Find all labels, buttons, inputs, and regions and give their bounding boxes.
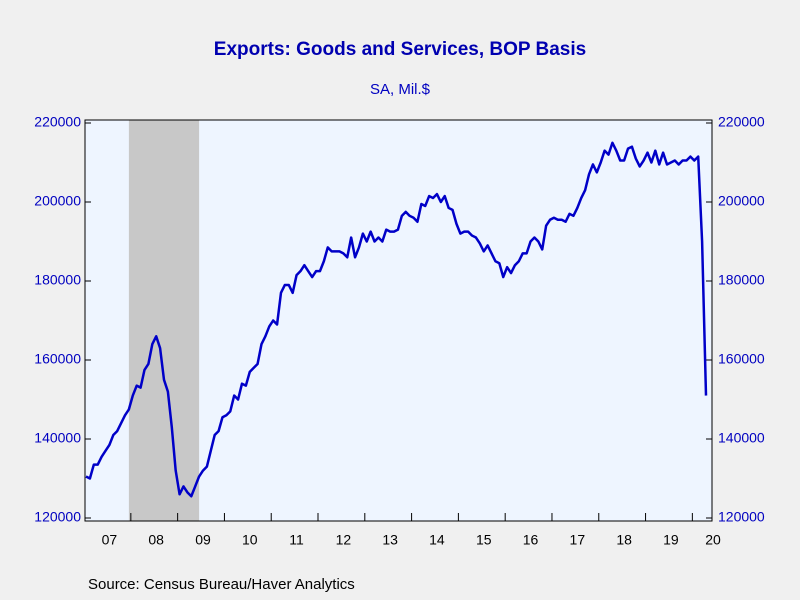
y-tick-label: 160000	[34, 351, 81, 367]
y2-tick-label: 200000	[718, 193, 765, 209]
recession-band	[128, 120, 200, 521]
y-tick-label: 220000	[34, 114, 81, 130]
y-tick-label: 120000	[34, 509, 81, 525]
x-tick-label: 18	[616, 532, 632, 548]
x-tick-label: 15	[476, 532, 492, 548]
y2-tick-label: 120000	[718, 509, 765, 525]
series-line	[85, 141, 708, 498]
x-tick-label: 14	[429, 532, 445, 548]
x-tick-label: 10	[242, 532, 258, 548]
x-tick-label: 09	[195, 532, 211, 548]
x-tick-label: 08	[148, 532, 164, 548]
y2-tick-label: 180000	[718, 272, 765, 288]
chart-title: Exports: Goods and Services, BOP Basis	[214, 39, 586, 60]
y-tick-label: 200000	[34, 193, 81, 209]
y2-tick-label: 140000	[718, 430, 765, 446]
y2-tick-label: 160000	[718, 351, 765, 367]
y-tick-label: 180000	[34, 272, 81, 288]
x-tick-label: 20	[705, 532, 721, 548]
y-tick-label: 140000	[34, 430, 81, 446]
x-tick-label: 19	[663, 532, 679, 548]
x-tick-label: 17	[570, 532, 586, 548]
source-note: Source: Census Bureau/Haver Analytics	[88, 576, 355, 593]
x-tick-label: 12	[336, 532, 352, 548]
x-tick-label: 11	[289, 532, 304, 548]
x-tick-label: 07	[102, 532, 118, 548]
y2-tick-label: 220000	[718, 114, 765, 130]
x-tick-label: 16	[523, 532, 539, 548]
plot-frame	[84, 119, 713, 522]
x-tick-label: 13	[382, 532, 398, 548]
chart-subtitle: SA, Mil.$	[370, 81, 431, 98]
